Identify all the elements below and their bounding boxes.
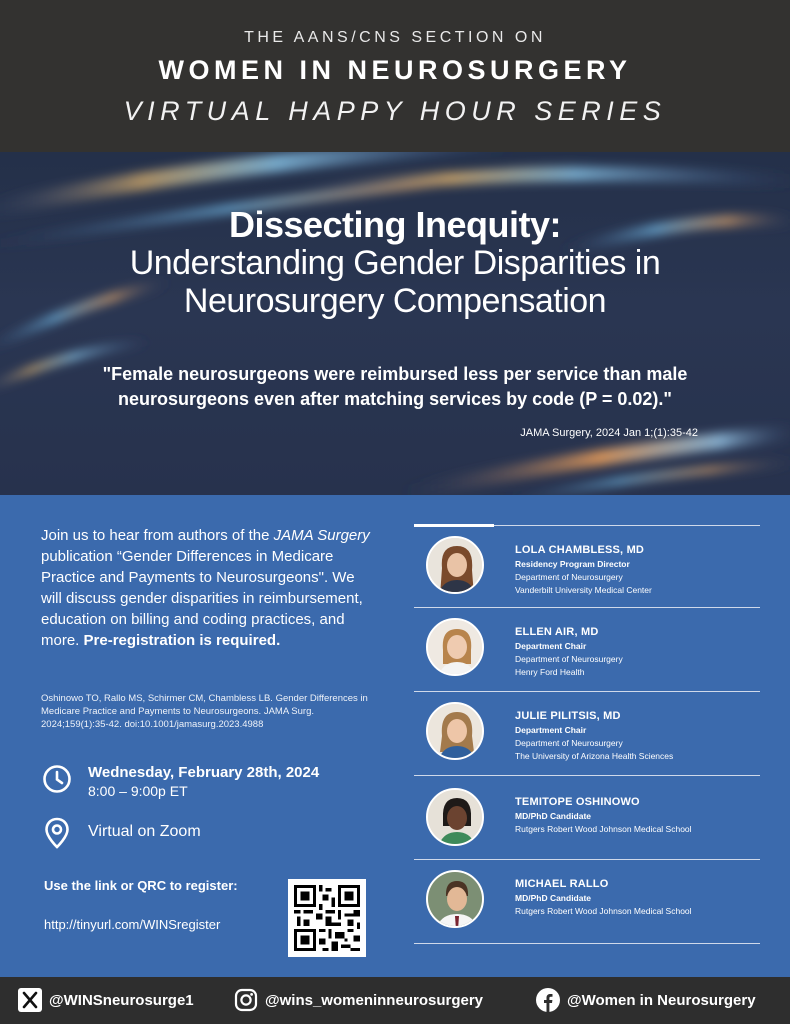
- x-handle: @WINSneurosurge1: [49, 991, 194, 1009]
- speaker-department: Department of Neurosurgery: [515, 738, 623, 748]
- speaker-photo: [426, 618, 484, 676]
- hero-citation: JAMA Surgery, 2024 Jan 1;(1):35-42: [520, 427, 698, 439]
- hero-quote: "Female neurosurgeons were reimbursed le…: [102, 364, 688, 409]
- social-footer: @WINSneurosurge1 @wins_womeninneurosurge…: [0, 977, 790, 1024]
- register-label: Use the link or QRC to register:: [44, 878, 238, 893]
- qr-code-icon: [294, 885, 360, 951]
- speaker-photo: [426, 870, 484, 928]
- divider-accent: [414, 524, 494, 527]
- reference-citation: Oshinowo TO, Rallo MS, Schirmer CM, Cham…: [41, 693, 368, 730]
- speaker-institution: The University of Arizona Health Science…: [515, 751, 674, 761]
- instagram-handle: @wins_womeninneurosurgery: [265, 991, 484, 1009]
- event-venue-row: Virtual on Zoom: [42, 817, 201, 849]
- location-pin-icon: [45, 817, 69, 849]
- register-qr-code[interactable]: [288, 879, 366, 957]
- intro-text-2: publication “Gender Differences in Medic…: [41, 548, 363, 649]
- instagram-icon: [234, 988, 258, 1012]
- speaker-department: Department of Neurosurgery: [515, 572, 623, 582]
- speaker-institution: Henry Ford Health: [515, 667, 585, 677]
- intro-required: Pre-registration is required.: [83, 632, 281, 649]
- speaker-name: ELLEN AIR, MD: [515, 626, 599, 638]
- divider: [414, 859, 760, 860]
- speaker-photo: [426, 788, 484, 846]
- speaker-photo: [426, 536, 484, 594]
- event-info-section: Join us to hear from authors of the JAMA…: [0, 495, 790, 977]
- speaker-role: MD/PhD Candidate: [515, 893, 592, 903]
- register-link[interactable]: http://tinyurl.com/WINSregister: [44, 917, 221, 932]
- speaker-photo: [426, 702, 484, 760]
- speaker-name: JULIE PILITSIS, MD: [515, 710, 621, 722]
- facebook-handle: @Women in Neurosurgery: [567, 991, 756, 1009]
- speaker-institution: Vanderbilt University Medical Center: [515, 585, 652, 595]
- speaker-name: TEMITOPE OSHINOWO: [515, 796, 640, 808]
- divider: [414, 607, 760, 608]
- event-venue: Virtual on Zoom: [88, 823, 201, 840]
- event-time: 8:00 – 9:00p ET: [88, 783, 188, 799]
- intro-journal: JAMA Surgery: [273, 527, 370, 544]
- speaker-role: MD/PhD Candidate: [515, 811, 592, 821]
- clock-icon: [43, 765, 71, 793]
- divider: [414, 775, 760, 776]
- facebook-icon: [536, 988, 560, 1012]
- event-date-row: Wednesday, February 28th, 2024 8:00 – 9:…: [42, 763, 319, 801]
- intro-paragraph: Join us to hear from authors of the JAMA…: [41, 525, 371, 651]
- divider: [414, 525, 760, 526]
- hero-title-bold: Dissecting Inequity:: [228, 204, 562, 245]
- speaker-name: LOLA CHAMBLESS, MD: [515, 544, 645, 556]
- event-date: Wednesday, February 28th, 2024: [88, 764, 320, 781]
- divider: [414, 943, 760, 944]
- x-handle-link[interactable]: @WINSneurosurge1: [18, 988, 194, 1012]
- divider: [414, 691, 760, 692]
- speaker-institution: Rutgers Robert Wood Johnson Medical Scho…: [515, 824, 692, 834]
- facebook-handle-link[interactable]: @Women in Neurosurgery: [536, 988, 756, 1012]
- instagram-handle-link[interactable]: @wins_womeninneurosurgery: [234, 988, 483, 1012]
- hero-section: Dissecting Inequity: Understanding Gende…: [0, 152, 790, 495]
- speaker-department: Department of Neurosurgery: [515, 654, 623, 664]
- speaker-role: Department Chair: [515, 725, 587, 735]
- x-logo-icon: [18, 988, 42, 1012]
- header-banner: THE AANS/CNS SECTION ON WOMEN IN NEUROSU…: [0, 0, 790, 152]
- speaker-institution: Rutgers Robert Wood Johnson Medical Scho…: [515, 906, 692, 916]
- hero-title-subtitle: Understanding Gender Disparities in Neur…: [129, 244, 661, 320]
- speaker-role: Department Chair: [515, 641, 587, 651]
- speaker-role: Residency Program Director: [515, 559, 630, 569]
- header-pretitle: THE AANS/CNS SECTION ON: [244, 29, 546, 46]
- speaker-name: MICHAEL RALLO: [515, 878, 609, 890]
- header-series: VIRTUAL HAPPY HOUR SERIES: [123, 96, 667, 126]
- light-streaks-decoration: [0, 152, 790, 495]
- header-title: WOMEN IN NEUROSURGERY: [158, 55, 632, 85]
- intro-text-1: Join us to hear from authors of the: [41, 527, 274, 544]
